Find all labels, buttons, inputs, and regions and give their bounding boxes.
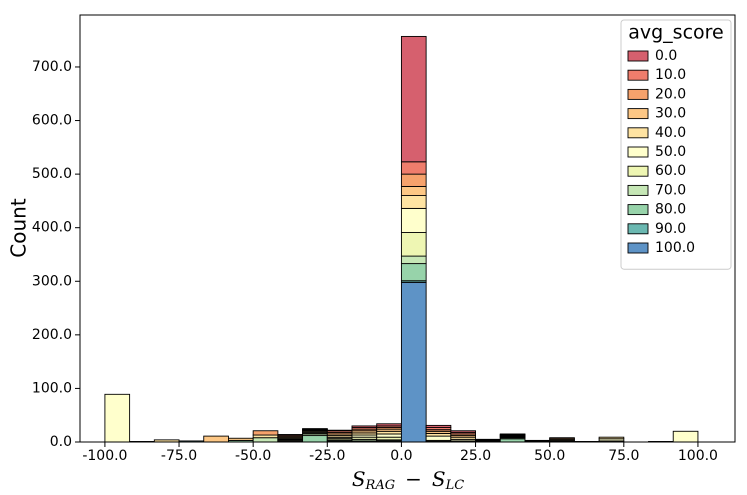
bar-segment	[104, 393, 131, 443]
bar-segment	[400, 263, 427, 282]
bar-segment	[524, 439, 551, 442]
x-tick-label: -25.0	[309, 448, 345, 464]
bar-segment	[598, 436, 625, 440]
x-axis-label: SRAG − SLC	[352, 467, 464, 493]
x-tick-label: 50.0	[534, 448, 565, 464]
bar-segment	[203, 435, 229, 443]
x-tick-label: -50.0	[235, 448, 271, 464]
bar-segment	[376, 423, 402, 427]
legend-swatch	[627, 108, 649, 120]
x-tick-label: -75.0	[161, 448, 197, 464]
legend-label: 0.0	[655, 48, 677, 64]
bar-segment	[252, 430, 279, 436]
legend-swatch	[627, 204, 649, 216]
legend-title: avg_score	[628, 22, 724, 44]
bar-segment	[400, 35, 427, 163]
bar-segment	[252, 437, 279, 443]
legend-label: 60.0	[655, 163, 686, 179]
bar-segment	[425, 424, 452, 428]
legend-swatch	[627, 69, 649, 81]
legend-swatch	[627, 127, 649, 139]
bar-segment	[400, 173, 427, 187]
bar-segment	[499, 433, 526, 435]
bar-segment	[277, 434, 304, 436]
x-label-part: LC	[445, 478, 465, 493]
bar-segment	[450, 430, 477, 433]
y-tick-label: 300.0	[32, 273, 72, 289]
bar-segment	[400, 207, 427, 233]
legend-label: 80.0	[655, 202, 686, 218]
x-tick-label: 75.0	[608, 448, 639, 464]
bar-segment	[475, 438, 501, 441]
y-axis-label: Count	[7, 198, 31, 258]
x-label-part: S	[352, 467, 366, 491]
bar-segment	[400, 255, 427, 265]
legend-label: 20.0	[655, 86, 686, 102]
legend-label: 40.0	[655, 125, 686, 141]
x-tick-label: 100.0	[678, 448, 718, 464]
x-tick-label: -100.0	[82, 448, 127, 464]
legend-swatch	[627, 50, 649, 62]
bar-segment	[351, 425, 378, 428]
bar-segment	[302, 435, 328, 443]
legend-swatch	[627, 242, 649, 254]
legend-label: 50.0	[655, 144, 686, 160]
legend-box	[620, 19, 732, 270]
bar-segment	[400, 232, 427, 257]
x-label-part: S	[432, 467, 446, 491]
x-label-part: −	[405, 467, 422, 491]
legend-label: 30.0	[655, 106, 686, 122]
legend-swatch	[627, 88, 649, 100]
legend-swatch	[627, 165, 649, 177]
y-tick-label: 400.0	[32, 220, 72, 236]
legend-label: 90.0	[655, 221, 686, 237]
x-label-part: RAG	[365, 478, 396, 493]
bar-segment	[400, 195, 427, 209]
y-tick-label: 600.0	[32, 113, 72, 129]
bar-segment	[672, 430, 699, 443]
bar-segment	[302, 428, 328, 430]
legend-swatch	[627, 223, 649, 235]
x-tick-label: 0.0	[390, 448, 412, 464]
bar-segment	[400, 161, 427, 175]
y-tick-label: 200.0	[32, 327, 72, 343]
y-tick-label: 700.0	[32, 59, 72, 75]
bar-segment	[228, 437, 254, 441]
legend-label: 100.0	[655, 240, 695, 256]
bar-segment	[549, 437, 575, 440]
y-tick-label: 500.0	[32, 166, 72, 182]
y-tick-label: 100.0	[32, 380, 72, 396]
bar-segment	[400, 281, 427, 443]
axes-frame	[79, 14, 736, 443]
legend-swatch	[627, 184, 649, 196]
legend-label: 10.0	[655, 67, 686, 83]
bar-segment	[425, 435, 452, 441]
bar-segment	[376, 433, 402, 438]
x-tick-label: 25.0	[460, 448, 491, 464]
bar-segment	[400, 185, 427, 197]
legend-label: 70.0	[655, 182, 686, 198]
bar-segment	[326, 429, 353, 432]
legend-swatch	[627, 146, 649, 158]
y-tick-label: 0.0	[50, 434, 72, 450]
